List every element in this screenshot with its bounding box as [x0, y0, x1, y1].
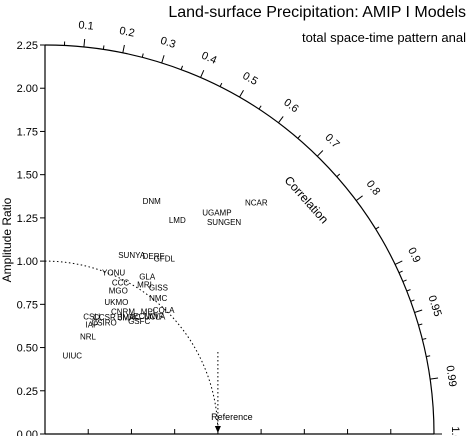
model-point-lmd: LMD: [169, 216, 186, 225]
correlation-minor-tick: [375, 226, 380, 230]
correlation-minor-tick: [258, 105, 262, 110]
reference-amplitude-arc: [44, 260, 219, 431]
correlation-minor-tick: [410, 299, 415, 302]
correlation-tick-mark: [122, 44, 125, 53]
correlation-tick-mark: [161, 55, 165, 64]
model-point-ccc: CCC: [112, 279, 130, 288]
correlation-tick-label: 0.4: [200, 50, 219, 67]
model-point-nrl: NRL: [80, 333, 97, 342]
model-point-cola: COLA: [153, 306, 175, 315]
correlation-minor-tick: [398, 270, 403, 274]
model-point-iap: IAP: [86, 320, 99, 329]
amplitude-tick-label: 1.25: [17, 213, 38, 225]
model-point-sungen: SUNGEN: [207, 218, 241, 227]
model-point-mri: MRI: [137, 281, 152, 290]
correlation-tick-mark: [316, 150, 324, 157]
amplitude-tick-label: 1.75: [17, 126, 38, 138]
correlation-axis-label: Correlation: [282, 173, 332, 226]
amplitude-tick-label: 2.25: [17, 40, 38, 52]
model-point-yonu: YONU: [102, 269, 125, 278]
y-axis-label: Amplitude Ratio: [0, 197, 14, 282]
correlation-tick-mark: [200, 69, 205, 78]
correlation-tick-label: 0.3: [159, 35, 177, 51]
correlation-minor-tick: [422, 337, 427, 340]
correlation-tick-mark: [394, 260, 403, 265]
correlation-minor-tick: [336, 173, 341, 178]
correlation-minor-tick: [426, 355, 431, 358]
model-point-ncar: NCAR: [245, 198, 268, 207]
amplitude-tick-label: 0.25: [17, 386, 38, 398]
model-point-giss: GISS: [149, 283, 168, 292]
model-point-cnrm: CNRM: [111, 308, 135, 317]
amplitude-tick-label: 0.00: [17, 429, 38, 436]
correlation-minor-tick: [219, 82, 223, 87]
model-point-nmc: NMC: [149, 294, 167, 303]
correlation-minor-tick: [406, 289, 411, 292]
model-point-ucla: UCLA: [144, 312, 166, 321]
model-point-ukmo: UKMO: [104, 298, 128, 307]
correlation-tick-label: 0.8: [364, 178, 383, 197]
model-point-ecmwf: ECMWF: [133, 312, 163, 321]
amplitude-tick-label: 1.50: [17, 170, 38, 182]
model-point-mgo: MGO: [109, 287, 128, 296]
amplitude-tick-label: 1.00: [17, 256, 38, 268]
diagram-axes: [44, 44, 435, 435]
model-point-uiuc: UIUC: [63, 352, 83, 361]
model-point-ugamp: UGAMP: [202, 208, 231, 217]
amplitude-tick-label: 0.75: [17, 299, 38, 311]
model-point-csiro: CSIRO: [91, 319, 116, 328]
amplitude-tick-label: 2.00: [17, 83, 38, 95]
correlation-minor-tick: [418, 323, 423, 326]
correlation-minor-tick: [102, 45, 105, 50]
correlation-tick-mark: [239, 89, 244, 98]
model-point-sunya: SUNYA: [118, 251, 146, 260]
model-point-jma: JMA: [119, 313, 136, 322]
reference-label: Reference: [211, 412, 253, 422]
model-point-gla: GLA: [139, 272, 156, 281]
correlation-tick-mark: [277, 116, 284, 124]
correlation-minor-tick: [402, 279, 407, 283]
correlation-tick-mark: [430, 377, 439, 380]
model-point-dnm: DNM: [143, 197, 162, 206]
outer-correlation-arc: [44, 44, 435, 435]
correlation-tick-label: 0.95: [425, 294, 443, 318]
model-point-mpi: MPI: [141, 307, 155, 316]
chart-subtitle: total space-time pattern anal: [302, 30, 466, 45]
model-point-csu: CSU: [83, 313, 100, 322]
model-point-derf: DERF: [143, 252, 165, 261]
model-point-gsfc: GSFC: [128, 317, 150, 326]
model-point-bmrc: BMRC: [117, 313, 141, 322]
correlation-tick-label: 0.9: [405, 246, 422, 265]
correlation-tick-mark: [355, 195, 363, 202]
correlation-minor-tick: [297, 135, 301, 139]
correlation-tick-label: 0.5: [240, 70, 259, 88]
correlation-tick-mark: [414, 309, 423, 314]
chart-title: Land-surface Precipitation: AMIP I Model…: [168, 4, 466, 21]
correlation-tick-label: 0.2: [118, 25, 135, 40]
model-point-ccsr: CCSR: [93, 313, 116, 322]
correlation-tick-label: 0.7: [322, 132, 341, 151]
correlation-ticks: 0.1 0.2 0.3 0.4 0.5 0.6 0.7 0.8 0.9 0.95 0.99 1.0: [63, 19, 461, 436]
correlation-tick-mark: [83, 38, 86, 47]
correlation-minor-tick: [141, 53, 144, 58]
correlation-tick-label: 1.0: [449, 426, 461, 436]
correlation-minor-tick: [180, 65, 184, 70]
model-point-gfdl: GFDL: [154, 254, 176, 263]
amplitude-ticks: 0.00 0.25 0.50 0.75 1.00 1.25 1.50 1.75 2.00 2.25: [17, 40, 435, 436]
correlation-tick-label: 0.1: [78, 19, 94, 32]
correlation-tick-label: 0.6: [281, 97, 300, 116]
amplitude-tick-label: 0.50: [17, 343, 38, 355]
correlation-tick-label: 0.99: [443, 365, 458, 388]
